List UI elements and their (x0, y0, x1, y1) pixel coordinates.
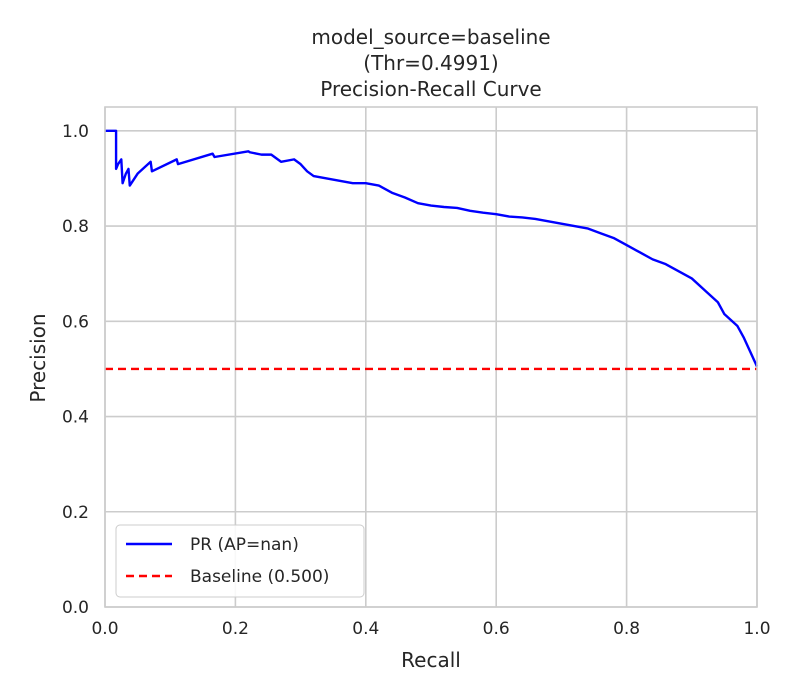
x-tick-label: 0.0 (91, 619, 118, 639)
x-tick-label: 1.0 (743, 619, 770, 639)
pr-curve-line (105, 129, 759, 368)
y-axis-label: Precision (26, 313, 50, 402)
x-tick-label: 0.2 (222, 619, 249, 639)
x-axis-label: Recall (401, 648, 461, 672)
legend-label-baseline: Baseline (0.500) (190, 567, 329, 587)
x-tick-label: 0.6 (483, 619, 510, 639)
x-tick-label: 0.4 (352, 619, 379, 639)
chart-title-line-3: Precision-Recall Curve (320, 77, 541, 101)
y-tick-label: 1.0 (62, 122, 89, 142)
chart-title-line-1: model_source=baseline (311, 25, 550, 49)
x-tick-label: 0.8 (613, 619, 640, 639)
y-tick-label: 0.6 (62, 312, 89, 332)
y-tick-label: 0.0 (62, 598, 89, 618)
series-layer (105, 129, 759, 371)
y-tick-label: 0.2 (62, 503, 89, 523)
chart-title-line-2: (Thr=0.4991) (363, 51, 498, 75)
y-tick-label: 0.4 (62, 408, 89, 428)
y-tick-label: 0.8 (62, 217, 89, 237)
legend-label-pr: PR (AP=nan) (190, 535, 299, 555)
tick-labels: 0.0 0.2 0.4 0.6 0.8 1.0 0.0 0.2 0.4 0.6 0.8 1.0 (62, 122, 771, 639)
plot-frame (104, 106, 758, 608)
legend: PR (AP=nan) Baseline (0.500) (115, 524, 365, 598)
legend-box (115, 524, 365, 598)
